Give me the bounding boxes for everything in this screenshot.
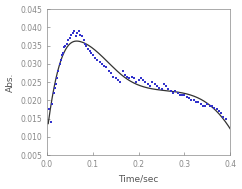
Point: [123, 73, 127, 76]
Point: [210, 104, 214, 107]
Point: [196, 101, 200, 104]
Point: [58, 62, 62, 65]
Point: [139, 77, 143, 80]
Point: [199, 102, 203, 105]
Point: [157, 86, 161, 89]
Point: [91, 53, 95, 56]
Point: [88, 50, 91, 53]
Point: [144, 81, 147, 84]
Point: [203, 104, 207, 107]
Point: [171, 91, 175, 94]
Point: [208, 104, 212, 107]
Point: [47, 108, 51, 111]
Point: [55, 77, 59, 80]
Point: [176, 91, 180, 94]
Point: [89, 51, 93, 54]
Point: [80, 35, 84, 38]
Point: [116, 79, 120, 82]
Point: [66, 39, 70, 42]
Point: [95, 59, 99, 62]
Point: [189, 99, 193, 102]
Point: [59, 59, 62, 62]
Point: [84, 44, 88, 47]
Point: [75, 31, 79, 34]
Point: [56, 70, 60, 73]
Point: [137, 79, 141, 82]
Point: [130, 75, 134, 78]
Point: [215, 108, 219, 111]
Point: [60, 53, 64, 56]
Point: [182, 93, 186, 96]
Point: [219, 112, 223, 115]
Point: [68, 37, 72, 40]
Point: [109, 71, 113, 74]
Point: [102, 64, 106, 67]
Point: [132, 77, 136, 80]
Point: [114, 77, 118, 80]
Point: [155, 84, 159, 87]
Point: [148, 84, 152, 87]
Point: [217, 110, 221, 113]
Point: [173, 90, 177, 93]
Point: [166, 88, 170, 91]
Point: [134, 81, 138, 84]
Point: [53, 86, 57, 89]
Point: [54, 82, 58, 85]
Point: [194, 101, 198, 104]
Point: [107, 70, 111, 73]
Point: [205, 102, 209, 105]
Point: [82, 39, 85, 42]
Point: [160, 88, 164, 91]
Point: [153, 82, 157, 85]
Y-axis label: Abs.: Abs.: [6, 72, 15, 92]
Point: [212, 106, 216, 109]
Point: [121, 70, 124, 73]
Point: [98, 60, 102, 64]
Point: [192, 99, 196, 102]
Point: [49, 121, 53, 124]
Point: [151, 81, 154, 84]
Point: [162, 82, 166, 85]
Point: [169, 90, 173, 93]
Point: [77, 29, 81, 33]
Point: [222, 115, 226, 118]
Point: [100, 62, 104, 65]
Point: [112, 75, 115, 78]
Point: [185, 95, 189, 98]
Point: [71, 31, 75, 34]
Point: [65, 42, 68, 45]
Point: [105, 66, 108, 69]
Point: [141, 79, 145, 82]
Point: [63, 44, 67, 47]
Point: [62, 46, 66, 49]
Point: [224, 117, 228, 120]
Point: [93, 57, 97, 60]
Point: [180, 93, 184, 96]
Point: [83, 42, 87, 45]
X-axis label: Time/sec: Time/sec: [118, 174, 159, 184]
Point: [86, 48, 90, 51]
Point: [52, 91, 56, 94]
Point: [187, 97, 191, 100]
Point: [118, 81, 122, 84]
Point: [72, 29, 76, 33]
Point: [74, 35, 78, 38]
Point: [69, 33, 73, 36]
Point: [78, 33, 82, 36]
Point: [125, 75, 129, 78]
Point: [128, 77, 131, 80]
Point: [61, 51, 65, 54]
Point: [146, 82, 150, 85]
Point: [201, 104, 205, 107]
Point: [164, 84, 168, 87]
Point: [178, 93, 182, 96]
Point: [50, 102, 54, 105]
